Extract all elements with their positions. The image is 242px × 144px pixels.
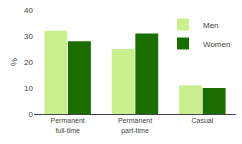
svg-text:0: 0 (29, 110, 34, 119)
svg-text:Women: Women (203, 40, 230, 49)
svg-text:40: 40 (24, 6, 33, 15)
svg-text:%: % (9, 58, 19, 66)
svg-text:Permanentfull-time: Permanentfull-time (51, 117, 85, 133)
svg-text:20: 20 (24, 58, 33, 67)
svg-text:Casual: Casual (191, 117, 213, 124)
svg-text:Permanentpart-time: Permanentpart-time (118, 117, 152, 134)
svg-text:Men: Men (203, 21, 219, 30)
svg-text:10: 10 (24, 84, 33, 93)
svg-text:30: 30 (24, 32, 33, 41)
